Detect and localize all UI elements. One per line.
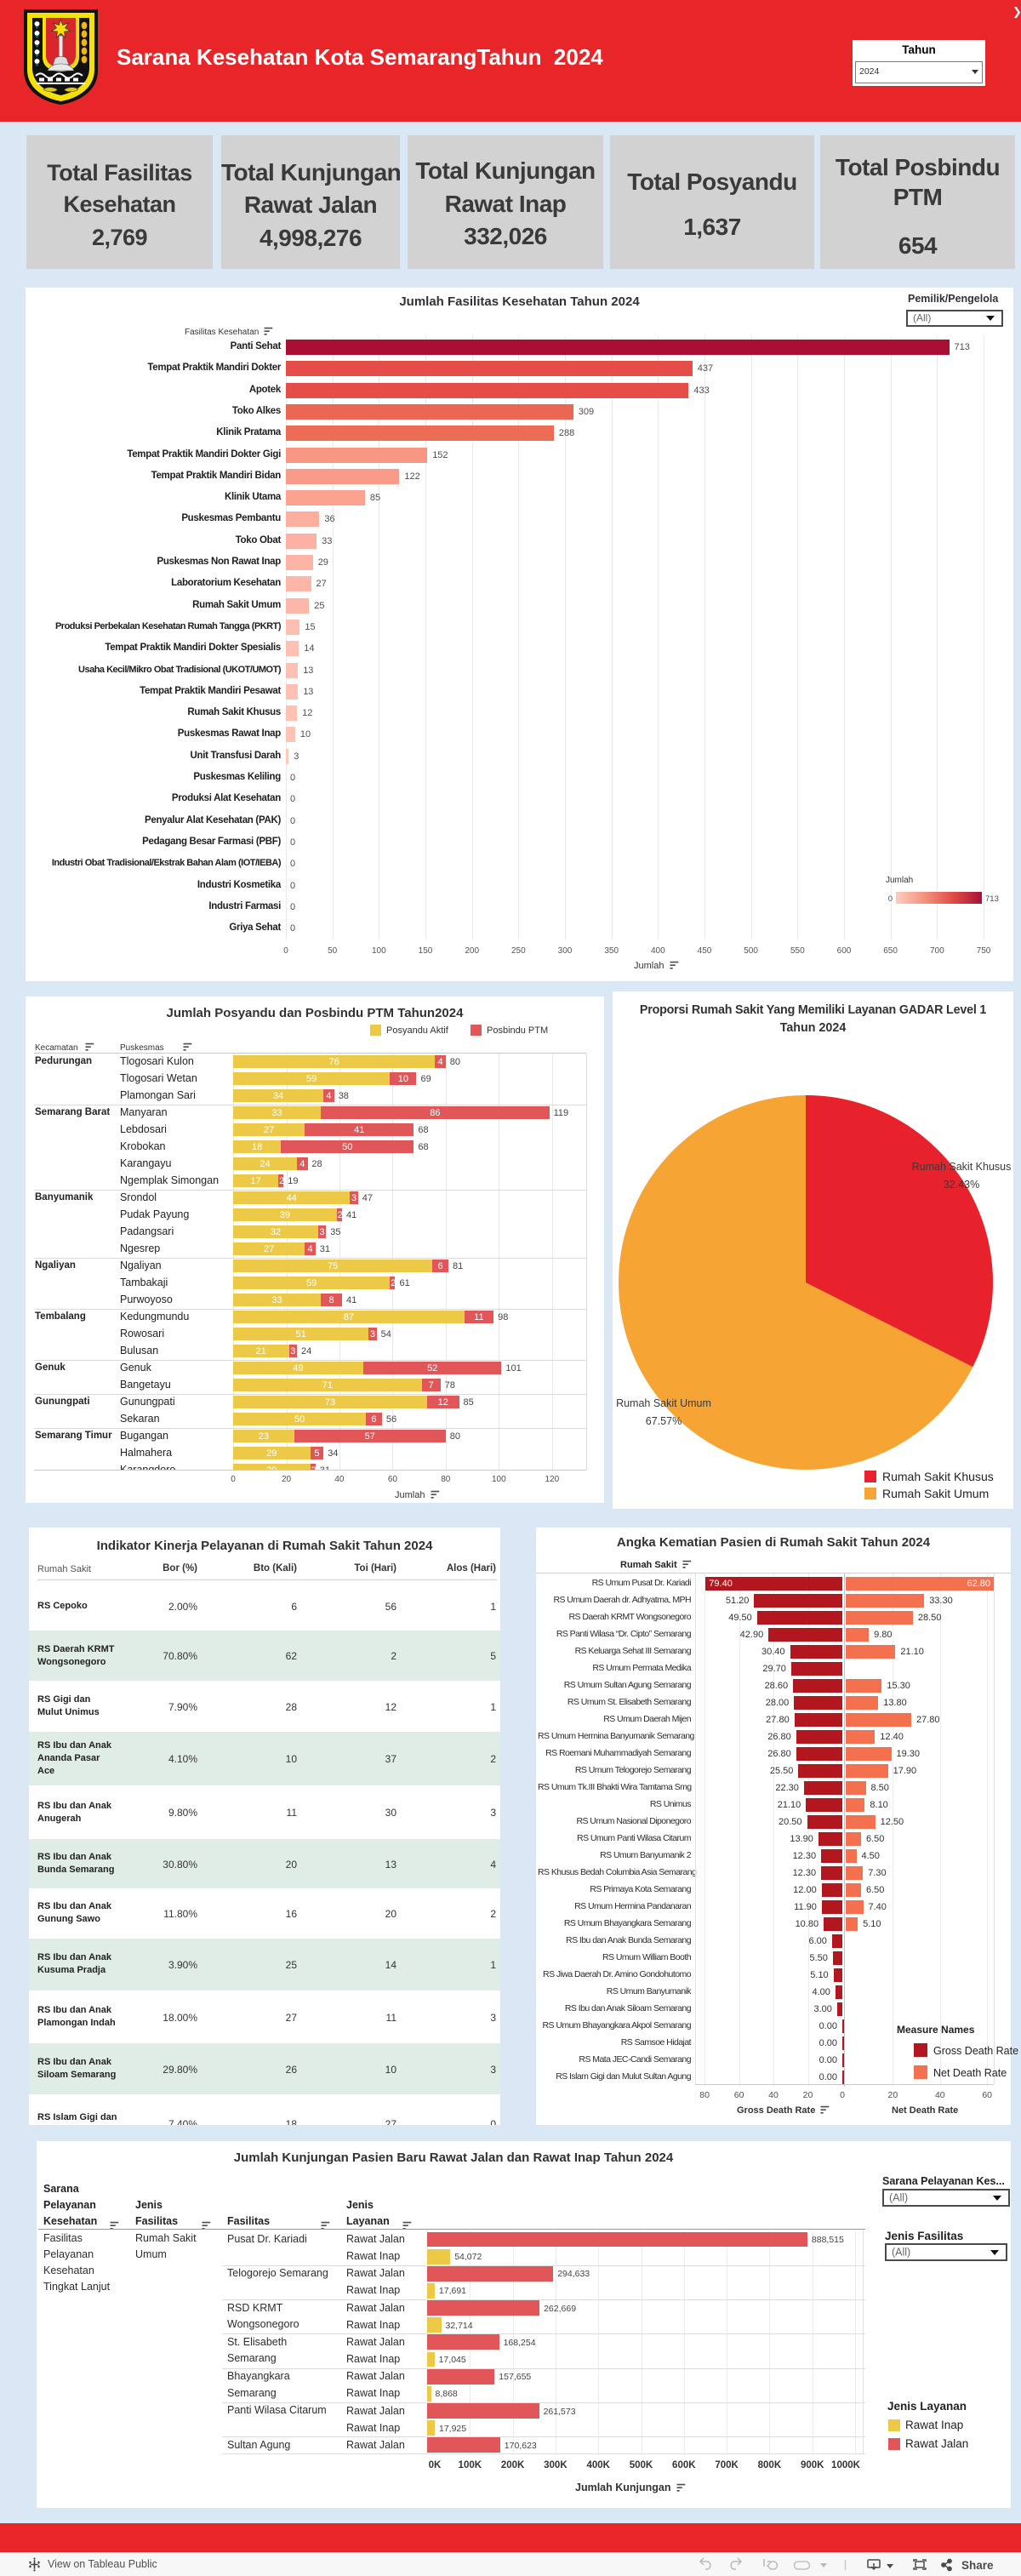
svg-text:Share: Share bbox=[961, 2559, 994, 2572]
